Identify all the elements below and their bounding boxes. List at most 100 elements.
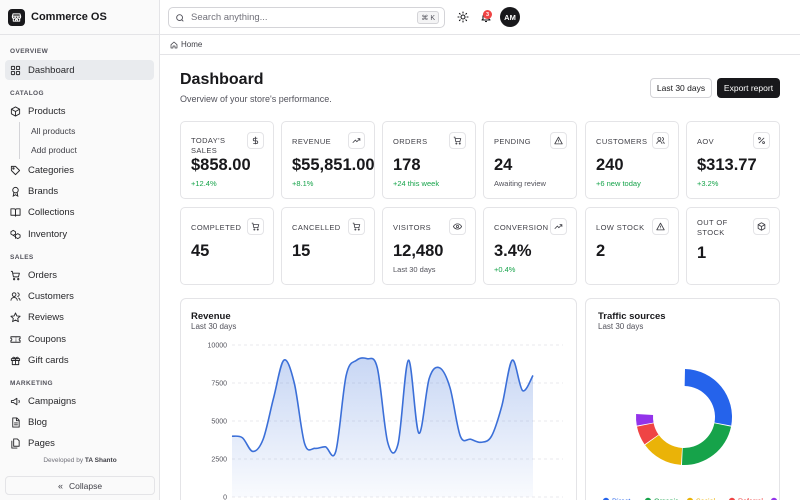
collapse-label: Collapse <box>68 480 103 491</box>
files-icon <box>11 438 20 450</box>
stat-label: CANCELLED <box>292 223 341 232</box>
book-icon <box>10 208 21 218</box>
sidebar-item-label: Inventory <box>28 228 68 240</box>
revenue-chart: 0 2500 5000 7500 10000 <box>208 343 563 500</box>
sidebar-item-dashboard[interactable]: Dashboard <box>5 60 154 80</box>
pie-slice-organic[interactable] <box>681 423 732 465</box>
eye-icon <box>449 218 466 235</box>
collapse-button[interactable]: « Collapse <box>5 476 155 495</box>
search-input[interactable]: Search anything... ⌘ K <box>168 7 445 28</box>
sidebar-item-label: Coupons <box>28 333 67 345</box>
y-tick-label: 7500 <box>211 381 227 388</box>
stat-card-out-of-stock: OUT OF STOCK 1 <box>686 207 780 285</box>
legend-swatch <box>686 497 694 500</box>
sidebar-item-reviews[interactable]: Reviews <box>5 308 154 328</box>
sidebar-item-label: Gift cards <box>28 354 69 366</box>
developer-prefix: Developed by <box>43 457 84 464</box>
stat-card-conversion: CONVERSION 3.4% +0.4% <box>483 207 577 285</box>
sidebar-item-blog[interactable]: Blog <box>5 413 154 433</box>
cart-icon <box>348 218 365 235</box>
sidebar-item-label: Add product <box>31 145 77 155</box>
sidebar-item-collections[interactable]: Collections <box>5 203 154 223</box>
stat-card-customers: CUSTOMERS 240 +6 new today <box>585 121 679 199</box>
sidebar-item-gift-cards[interactable]: Gift cards <box>5 350 154 370</box>
sidebar-item-pages[interactable]: Pages <box>5 434 154 454</box>
stat-value: 3.4% <box>494 242 532 260</box>
sidebar-item-label: Categories <box>28 164 74 176</box>
pie-slice-social[interactable] <box>645 435 683 465</box>
export-report-button[interactable]: Export report <box>717 78 780 98</box>
trending-up-icon <box>550 218 567 235</box>
y-tick-label: 10000 <box>208 343 228 350</box>
sidebar-item-categories[interactable]: Categories <box>5 160 154 180</box>
sidebar-item-products[interactable]: Products <box>5 101 154 121</box>
box-icon <box>753 218 770 235</box>
users-icon <box>652 132 669 149</box>
page-subtitle: Overview of your store's performance. <box>180 94 332 104</box>
stat-label: PENDING <box>494 137 531 146</box>
avatar[interactable]: AM <box>500 7 520 27</box>
stat-label: REVENUE <box>292 137 332 146</box>
brand[interactable]: Commerce OS <box>0 0 159 35</box>
sun-icon[interactable] <box>457 11 469 23</box>
sidebar-item-label: Pages <box>28 438 55 450</box>
notification-badge: 3 <box>483 10 492 19</box>
sidebar-item-label: Orders <box>28 269 58 281</box>
store-icon <box>8 8 25 26</box>
sidebar-item-customers[interactable]: Customers <box>5 286 154 306</box>
breadcrumb-home[interactable]: Home <box>181 40 203 49</box>
stat-note: +12.4% <box>191 179 217 188</box>
chevrons-left-icon: « <box>57 480 63 491</box>
stat-value: $313.77 <box>697 156 757 174</box>
alert-icon <box>652 218 669 235</box>
sidebar-item-label: Collections <box>28 207 75 219</box>
sidebar-item-label: All products <box>31 126 76 136</box>
pie-slice-referral[interactable] <box>636 423 659 445</box>
sidebar-item-orders[interactable]: Orders <box>5 265 154 285</box>
sidebar-item-label: Customers <box>28 290 74 302</box>
legend-swatch <box>644 497 652 500</box>
sidebar-item-add-product[interactable]: Add product <box>20 141 154 159</box>
stat-value: 2 <box>596 242 606 260</box>
legend-swatch <box>728 497 736 500</box>
sidebar-item-campaigns[interactable]: Campaigns <box>5 391 154 411</box>
stat-card-orders: ORDERS 178 +24 this week <box>382 121 476 199</box>
megaphone-icon <box>10 397 20 406</box>
stat-card-low-stock: LOW STOCK 2 <box>585 207 679 285</box>
pie-slice-direct[interactable] <box>684 369 732 426</box>
sidebar-item-label: Reviews <box>28 312 64 324</box>
traffic-chart: DirectOrganicSocialReferralEmail <box>602 369 778 500</box>
search-shortcut: ⌘ K <box>417 11 439 24</box>
alert-icon <box>550 132 567 149</box>
legend-label: Social <box>696 499 716 500</box>
boxes-icon <box>10 229 21 239</box>
legend-swatch <box>602 497 610 500</box>
star-icon <box>10 312 21 323</box>
stat-label: COMPLETED <box>191 223 242 232</box>
stat-value: 24 <box>494 156 513 174</box>
tag-icon <box>10 165 21 175</box>
legend-label: Direct <box>612 499 630 500</box>
trending-up-icon <box>348 132 365 149</box>
date-range-button[interactable]: Last 30 days <box>650 78 712 98</box>
products-submenu: All products Add product <box>19 122 154 159</box>
sidebar-item-coupons[interactable]: Coupons <box>5 329 154 349</box>
developer-credit: Developed by TA Shanto <box>0 457 160 464</box>
sidebar-item-inventory[interactable]: Inventory <box>5 224 154 244</box>
sidebar: Commerce OS OVERVIEW Dashboard CATALOG P… <box>0 0 160 500</box>
ticket-icon <box>10 335 21 343</box>
stat-note: Last 30 days <box>393 265 436 274</box>
stat-value: $858.00 <box>191 156 251 174</box>
sidebar-item-all-products[interactable]: All products <box>20 122 154 140</box>
stat-note: +3.2% <box>697 179 719 188</box>
sidebar-item-brands[interactable]: Brands <box>5 182 154 202</box>
y-tick-label: 2500 <box>211 457 227 464</box>
legend-label: Referral <box>738 499 763 500</box>
stat-value: $55,851.00 <box>292 156 375 174</box>
brand-name: Commerce OS <box>31 11 107 23</box>
stat-label: VISITORS <box>393 223 432 232</box>
search-icon <box>176 13 184 22</box>
stat-label: CONVERSION <box>494 223 549 232</box>
pie-slice-email[interactable] <box>636 413 654 426</box>
stat-note: +6 new today <box>596 179 641 188</box>
